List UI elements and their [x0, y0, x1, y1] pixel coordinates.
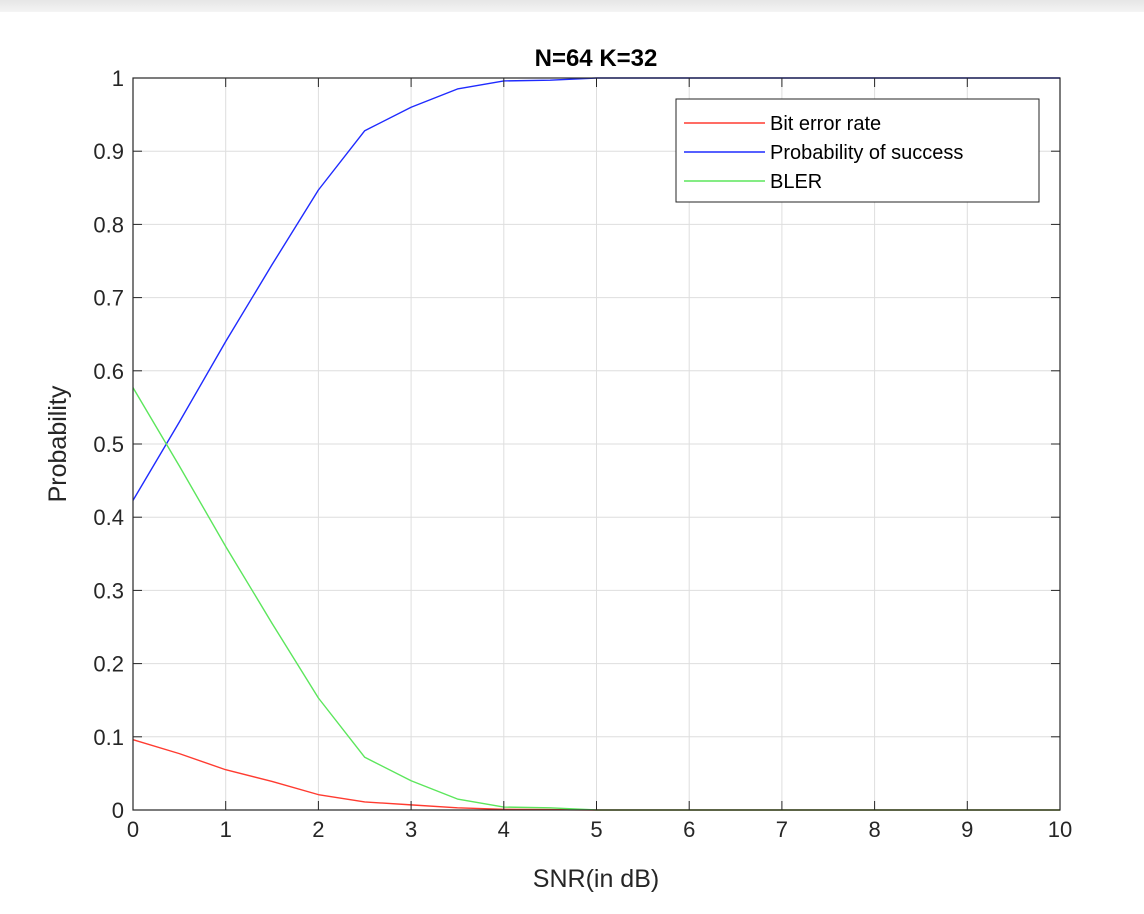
- x-tick-label: 4: [498, 817, 510, 842]
- y-tick-label: 0.4: [93, 505, 124, 530]
- y-tick-label: 1: [112, 66, 124, 91]
- x-tick-label: 2: [312, 817, 324, 842]
- y-tick-label: 0: [112, 798, 124, 823]
- y-tick-label: 0.3: [93, 578, 124, 603]
- x-tick-label: 0: [127, 817, 139, 842]
- y-tick-label: 0.6: [93, 359, 124, 384]
- x-tick-label: 3: [405, 817, 417, 842]
- x-axis-ticks: 0 1 2 3 4 5 6 7 8 9 10: [127, 78, 1072, 842]
- x-tick-label: 9: [961, 817, 973, 842]
- chart-title: N=64 K=32: [535, 45, 658, 72]
- y-tick-label: 0.2: [93, 652, 124, 677]
- x-tick-label: 8: [868, 817, 880, 842]
- x-tick-label: 1: [220, 817, 232, 842]
- legend-box: [675, 98, 1040, 203]
- y-tick-label: 0.1: [93, 725, 124, 750]
- x-tick-label: 5: [590, 817, 602, 842]
- x-axis-label: SNR(in dB): [533, 865, 659, 893]
- y-tick-label: 0.8: [93, 212, 124, 237]
- x-tick-label: 7: [776, 817, 788, 842]
- y-axis-label: Probability: [44, 385, 72, 502]
- legend-label: Probability of success: [770, 142, 963, 164]
- x-tick-label: 10: [1048, 817, 1072, 842]
- y-axis-ticks: 0 0.1 0.2 0.3 0.4 0.5 0.6 0.7 0.8 0.9 1: [93, 66, 1060, 823]
- x-tick-label: 6: [683, 817, 695, 842]
- legend: Bit error rate Probability of success BLER: [675, 98, 1040, 203]
- legend-label: BLER: [770, 171, 822, 193]
- legend-label: Bit error rate: [770, 113, 881, 135]
- y-tick-label: 0.5: [93, 432, 124, 457]
- y-tick-label: 0.7: [93, 286, 124, 311]
- y-tick-label: 0.9: [93, 139, 124, 164]
